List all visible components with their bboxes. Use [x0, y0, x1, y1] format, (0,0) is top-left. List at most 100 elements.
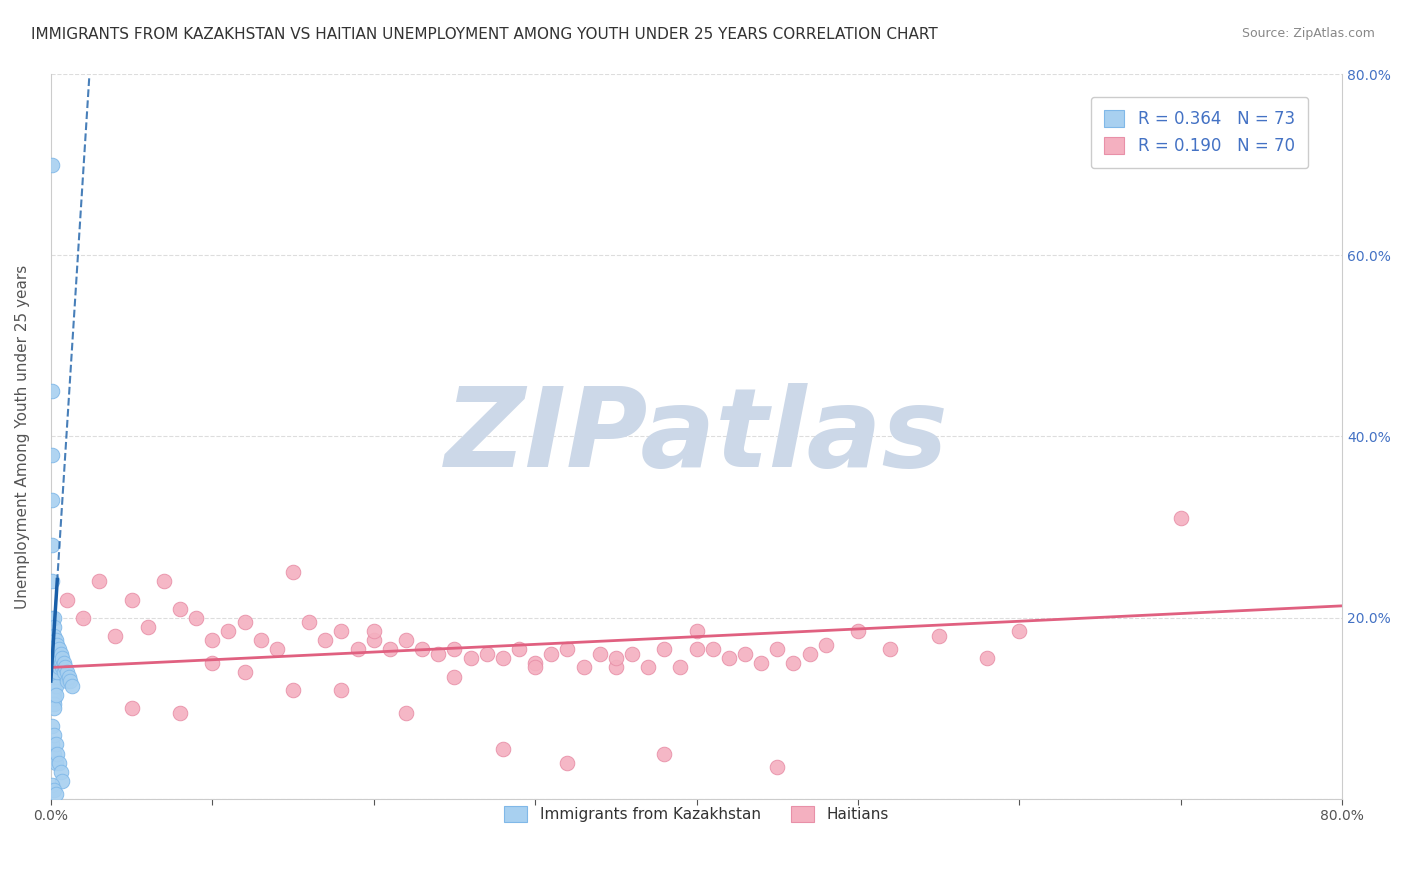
Point [42, 674, 65, 689]
Point [378, 642, 401, 657]
Point [51, 651, 73, 665]
Point [41, 158, 63, 172]
Point [540, 647, 562, 661]
Point [41, 692, 63, 706]
Point [42, 629, 65, 643]
Point [45, 651, 67, 665]
Point [363, 624, 385, 639]
Point [48, 651, 70, 665]
Point [233, 615, 256, 629]
Point [475, 647, 498, 661]
Point [41, 719, 63, 733]
Text: ZIPatlas: ZIPatlas [444, 383, 949, 490]
Point [42, 697, 65, 711]
Point [42, 651, 65, 665]
Point [46, 647, 69, 661]
Point [72, 610, 94, 624]
Point [46, 747, 69, 761]
Point [42, 728, 65, 742]
Point [53, 660, 76, 674]
Point [41, 688, 63, 702]
Point [41, 674, 63, 689]
Legend: Immigrants from Kazakhstan, Haitians: Immigrants from Kazakhstan, Haitians [492, 794, 901, 835]
Point [281, 683, 304, 698]
Point [56, 674, 79, 689]
Point [42, 665, 65, 679]
Point [58, 669, 80, 683]
Point [508, 642, 530, 657]
Point [460, 651, 482, 665]
Point [48, 756, 70, 770]
Point [42, 782, 65, 797]
Point [799, 647, 821, 661]
Point [637, 660, 659, 674]
Point [41, 629, 63, 643]
Point [42, 647, 65, 661]
Point [121, 592, 143, 607]
Point [281, 566, 304, 580]
Point [45, 787, 67, 801]
Point [45, 669, 67, 683]
Point [42, 747, 65, 761]
Point [45, 679, 67, 693]
Point [492, 651, 515, 665]
Point [879, 642, 901, 657]
Point [121, 701, 143, 715]
Point [411, 642, 433, 657]
Point [266, 642, 288, 657]
Point [41, 665, 63, 679]
Point [395, 633, 418, 648]
Point [169, 601, 191, 615]
Point [184, 610, 207, 624]
Point [49, 647, 72, 661]
Point [766, 642, 789, 657]
Point [42, 701, 65, 715]
Point [605, 651, 627, 665]
Point [814, 638, 837, 652]
Point [52, 665, 75, 679]
Point [41, 610, 63, 624]
Point [45, 633, 67, 648]
Point [717, 651, 740, 665]
Point [443, 642, 465, 657]
Point [734, 647, 756, 661]
Point [766, 760, 789, 774]
Point [136, 620, 159, 634]
Point [620, 647, 643, 661]
Point [104, 629, 127, 643]
Point [346, 642, 368, 657]
Text: IMMIGRANTS FROM KAZAKHSTAN VS HAITIAN UNEMPLOYMENT AMONG YOUTH UNDER 25 YEARS CO: IMMIGRANTS FROM KAZAKHSTAN VS HAITIAN UN… [31, 27, 938, 42]
Point [572, 660, 595, 674]
Point [42, 638, 65, 652]
Point [41, 660, 63, 674]
Point [976, 651, 998, 665]
Point [42, 692, 65, 706]
Point [153, 574, 176, 589]
Point [41, 492, 63, 507]
Point [41, 638, 63, 652]
Point [48, 642, 70, 657]
Point [427, 647, 450, 661]
Point [41, 669, 63, 683]
Point [49, 656, 72, 670]
Point [56, 665, 79, 679]
Point [46, 638, 69, 652]
Point [233, 665, 256, 679]
Point [59, 674, 82, 689]
Point [298, 615, 321, 629]
Point [45, 756, 67, 770]
Point [702, 642, 724, 657]
Point [557, 756, 579, 770]
Point [363, 633, 385, 648]
Point [41, 738, 63, 752]
Point [443, 669, 465, 683]
Point [217, 624, 239, 639]
Point [524, 660, 547, 674]
Point [41, 656, 63, 670]
Point [46, 665, 69, 679]
Point [51, 660, 73, 674]
Point [669, 660, 692, 674]
Point [395, 706, 418, 720]
Point [42, 610, 65, 624]
Point [928, 629, 950, 643]
